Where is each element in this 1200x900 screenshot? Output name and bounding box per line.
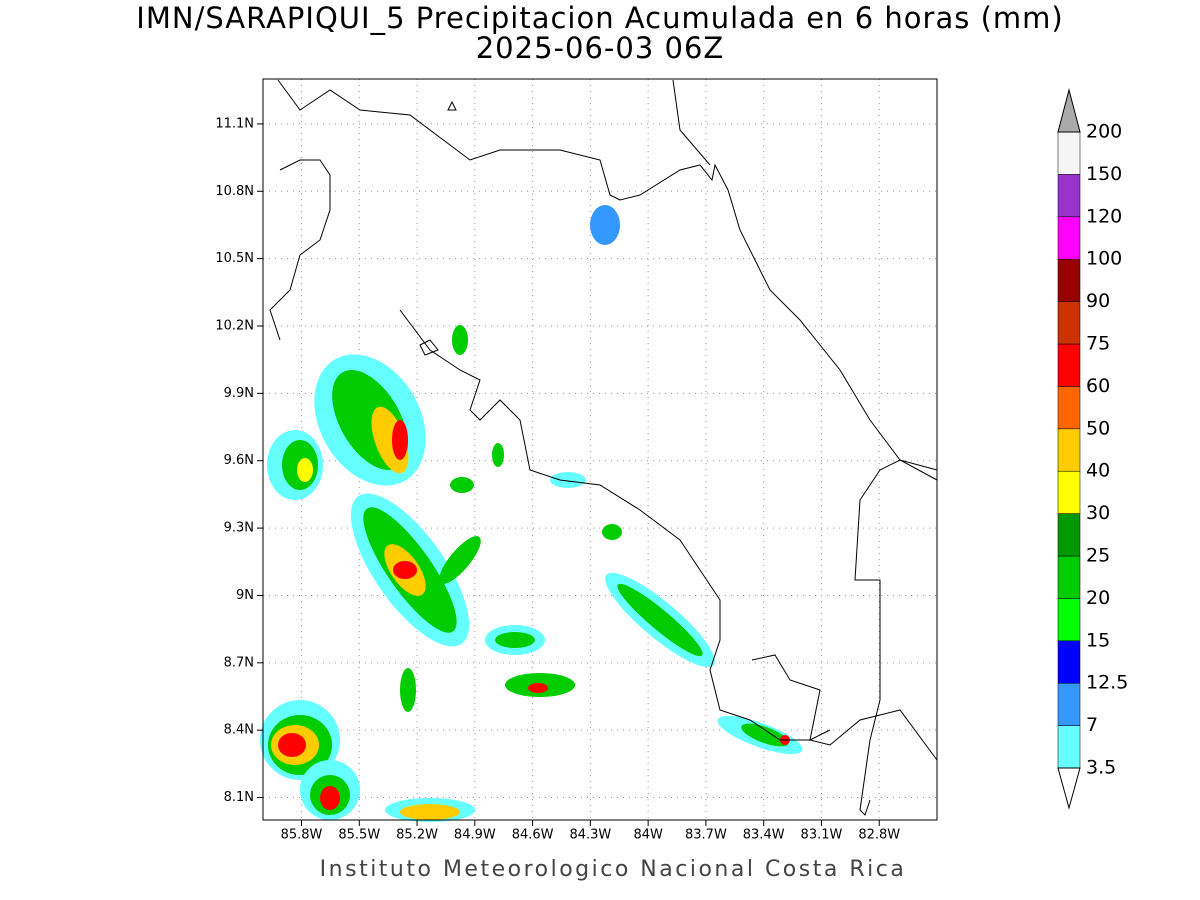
y-tick-label: 9.9N [224, 386, 254, 401]
colorbar-label: 30 [1086, 502, 1110, 524]
y-tick-label: 10.2N [215, 319, 254, 334]
y-tick-label: 9.6N [224, 453, 254, 468]
colorbar-segment [1057, 640, 1081, 684]
colorbar-segment [1057, 470, 1081, 514]
coastline [269, 79, 938, 816]
colorbar-segment [1057, 725, 1081, 769]
y-tick-label: 10.8N [215, 184, 254, 199]
y-tick-label: 8.4N [224, 723, 254, 738]
colorbar-segment [1057, 555, 1081, 599]
colorbar-segment [1057, 343, 1081, 387]
map-frame [262, 78, 938, 821]
colorbar-segment [1057, 682, 1081, 726]
colorbar-segment [1057, 598, 1081, 642]
colorbar-label: 3.5 [1086, 757, 1116, 779]
colorbar-segment [1057, 386, 1081, 430]
y-tick-label: 8.1N [224, 790, 254, 805]
colorbar-segment [1057, 428, 1081, 472]
colorbar-label: 100 [1086, 248, 1122, 270]
colorbar-label: 25 [1086, 545, 1110, 567]
y-tick-label: 10.5N [215, 251, 254, 266]
y-tick-label: 9.3N [224, 521, 254, 536]
x-tick-label: 84.3W [569, 828, 611, 843]
colorbar-label: 7 [1086, 714, 1098, 736]
precipitation [260, 205, 803, 822]
colorbar-label: 120 [1086, 205, 1122, 227]
colorbar-segment [1057, 513, 1081, 557]
colorbar-segment [1057, 258, 1081, 302]
colorbar-label: 50 [1086, 417, 1110, 439]
x-tick-label: 84.6W [512, 828, 554, 843]
colorbar-label: 75 [1086, 333, 1110, 355]
x-tick-label: 84W [633, 828, 663, 843]
colorbar-segment [1057, 174, 1081, 218]
colorbar-label: 90 [1086, 290, 1110, 312]
colorbar-label: 12.5 [1086, 672, 1128, 694]
subtitle: 2025-06-03 06Z [476, 31, 725, 65]
y-tick-label: 8.7N [224, 655, 254, 670]
colorbar-label: 200 [1086, 121, 1122, 143]
colorbar-under [1057, 767, 1081, 810]
title: IMN/SARAPIQUI_5 Precipitacion Acumulada … [136, 1, 1063, 35]
colorbar-segment [1057, 216, 1081, 260]
axes: 85.8W 85.5W 85.2W 84.9W 84.6W 84.3W 84W 83.7W 83… [215, 78, 938, 843]
colorbar-segment [1057, 131, 1081, 175]
colorbar-label: 150 [1086, 163, 1122, 185]
y-tick-label: 11.1N [215, 116, 254, 131]
x-tick-label: 84.9W [454, 828, 496, 843]
colorbar-over [1057, 88, 1081, 133]
colorbar-label: 20 [1086, 587, 1110, 609]
x-tick-label: 83.7W [685, 828, 727, 843]
colorbar-label: 15 [1086, 629, 1110, 651]
colorbar-segment [1057, 301, 1081, 345]
x-tick-label: 82.8W [858, 828, 900, 843]
colorbar-label: 40 [1086, 460, 1110, 482]
x-tick-label: 83.4W [743, 828, 785, 843]
y-tick-label: 9N [236, 588, 254, 603]
x-tick-label: 85.8W [281, 828, 323, 843]
x-tick-label: 85.2W [396, 828, 438, 843]
colorbar-label: 60 [1086, 375, 1110, 397]
x-tick-label: 85.5W [338, 828, 380, 843]
x-tick-label: 83.1W [801, 828, 843, 843]
colorbar: 3.5 7 12.5 15 20 25 30 40 50 60 75 90 100 120 150 200 [1057, 88, 1128, 810]
grid [263, 79, 937, 820]
footer: Instituto Meteorologico Nacional Costa R… [320, 857, 907, 882]
